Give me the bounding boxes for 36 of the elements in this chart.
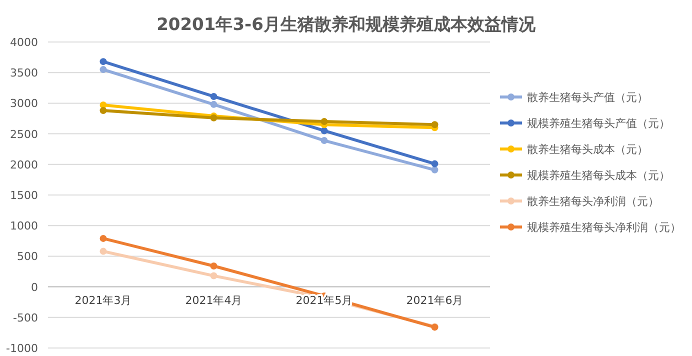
point (210, 100, 218, 108)
chart-title: 20201年3-6月生猪散养和规模养殖成本效益情况 (156, 15, 536, 35)
y-tick-label: 1000 (10, 220, 38, 233)
point (320, 137, 328, 144)
point (210, 262, 218, 270)
point (431, 166, 438, 174)
legend-label: 散养生猪每头净利润（元） (527, 195, 659, 208)
point (100, 58, 107, 66)
point (210, 92, 218, 100)
y-tick-label: 3500 (10, 66, 38, 80)
legend-label: 散养生猪每头产值（元） (527, 91, 648, 104)
y-tick-label: 500 (17, 250, 38, 264)
legend-label: 规模养殖生猪每头净利润（元） (527, 221, 681, 234)
y-tick-label: 0 (31, 280, 38, 294)
point (320, 127, 328, 134)
y-tick-label: 1500 (10, 189, 38, 202)
point (100, 107, 107, 114)
x-tick-label: 2021年3月 (74, 294, 132, 307)
point (100, 66, 107, 74)
y-tick-label: -500 (13, 311, 38, 324)
point (100, 234, 107, 242)
legend-label: 散养生猪每头成本（元） (527, 143, 648, 156)
point (431, 160, 438, 168)
y-tick-label: 3000 (10, 97, 38, 110)
y-tick-label: -1000 (6, 342, 38, 355)
point (210, 272, 218, 280)
point (431, 121, 438, 128)
point (320, 118, 328, 126)
legend-label: 规模养殖生猪每头产值（元） (527, 117, 670, 130)
y-tick-label: 2000 (10, 158, 38, 172)
legend-label: 规模养殖生猪每头成本（元） (527, 169, 670, 182)
x-tick-label: 2021年4月 (185, 294, 242, 307)
y-tick-label: 2500 (10, 128, 38, 141)
point (100, 248, 107, 255)
x-tick-label: 2021年6月 (406, 294, 464, 307)
y-tick-label: 4000 (10, 36, 38, 49)
